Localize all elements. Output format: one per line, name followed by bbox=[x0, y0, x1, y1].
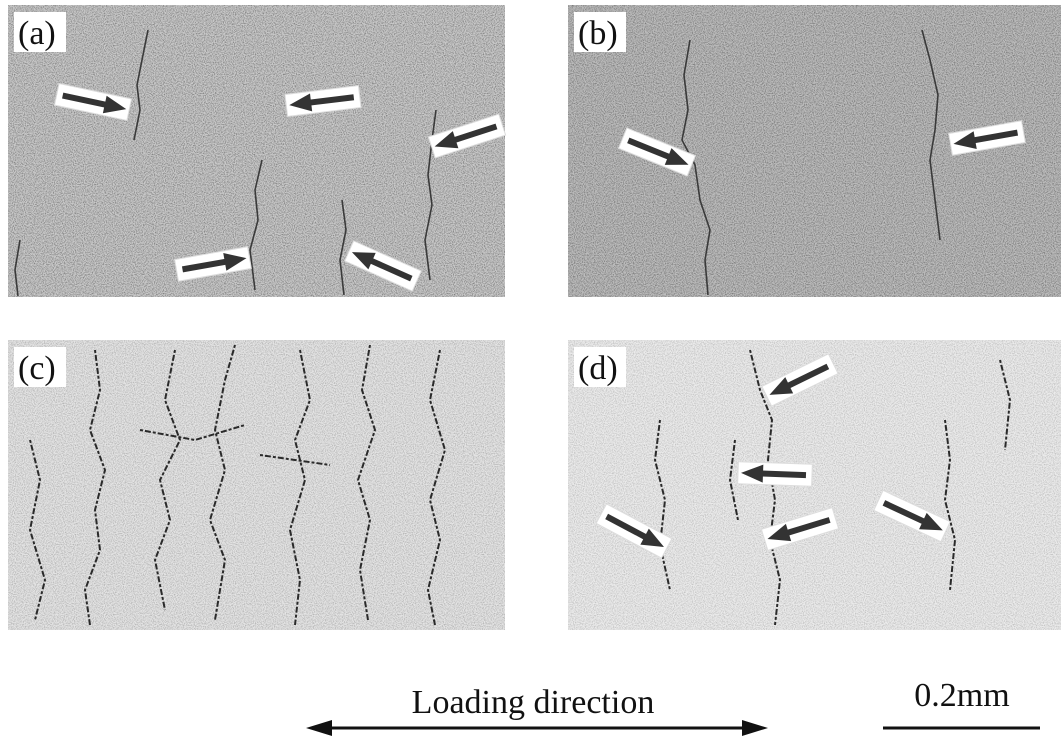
crack bbox=[681, 39, 711, 296]
crack bbox=[14, 239, 21, 297]
panel-label: (a) bbox=[18, 15, 56, 52]
panel-d: (d) bbox=[568, 340, 1061, 630]
crack bbox=[153, 349, 182, 611]
scale-label: 0.2mm bbox=[914, 677, 1009, 714]
crack bbox=[999, 359, 1012, 451]
crack bbox=[83, 349, 107, 626]
label-bg bbox=[574, 12, 626, 52]
panel-label: (b) bbox=[578, 15, 618, 52]
crack bbox=[28, 439, 47, 621]
crack bbox=[943, 419, 957, 591]
crack bbox=[339, 199, 347, 296]
crack bbox=[249, 159, 263, 291]
texture bbox=[8, 340, 505, 630]
panel-c: (c) bbox=[8, 340, 505, 630]
crack bbox=[133, 29, 149, 141]
crack bbox=[424, 109, 437, 281]
crack bbox=[139, 424, 331, 466]
crack bbox=[653, 419, 671, 591]
crack bbox=[208, 344, 236, 621]
texture bbox=[8, 5, 505, 297]
crack bbox=[749, 349, 782, 626]
label-bg bbox=[574, 347, 626, 387]
label-bg bbox=[14, 12, 66, 52]
crack bbox=[921, 29, 941, 241]
panel-a: (a) bbox=[8, 5, 506, 297]
loading-arrow bbox=[306, 720, 768, 736]
panel-label: (d) bbox=[578, 350, 618, 387]
caption: Loading direction bbox=[412, 684, 655, 721]
crack bbox=[426, 349, 447, 626]
crack bbox=[728, 439, 739, 521]
panel-b: (b) bbox=[568, 5, 1061, 297]
arrow bbox=[738, 462, 813, 487]
crack bbox=[356, 344, 377, 621]
panel-label: (c) bbox=[18, 350, 56, 387]
label-bg bbox=[14, 347, 66, 387]
texture bbox=[568, 340, 1061, 630]
